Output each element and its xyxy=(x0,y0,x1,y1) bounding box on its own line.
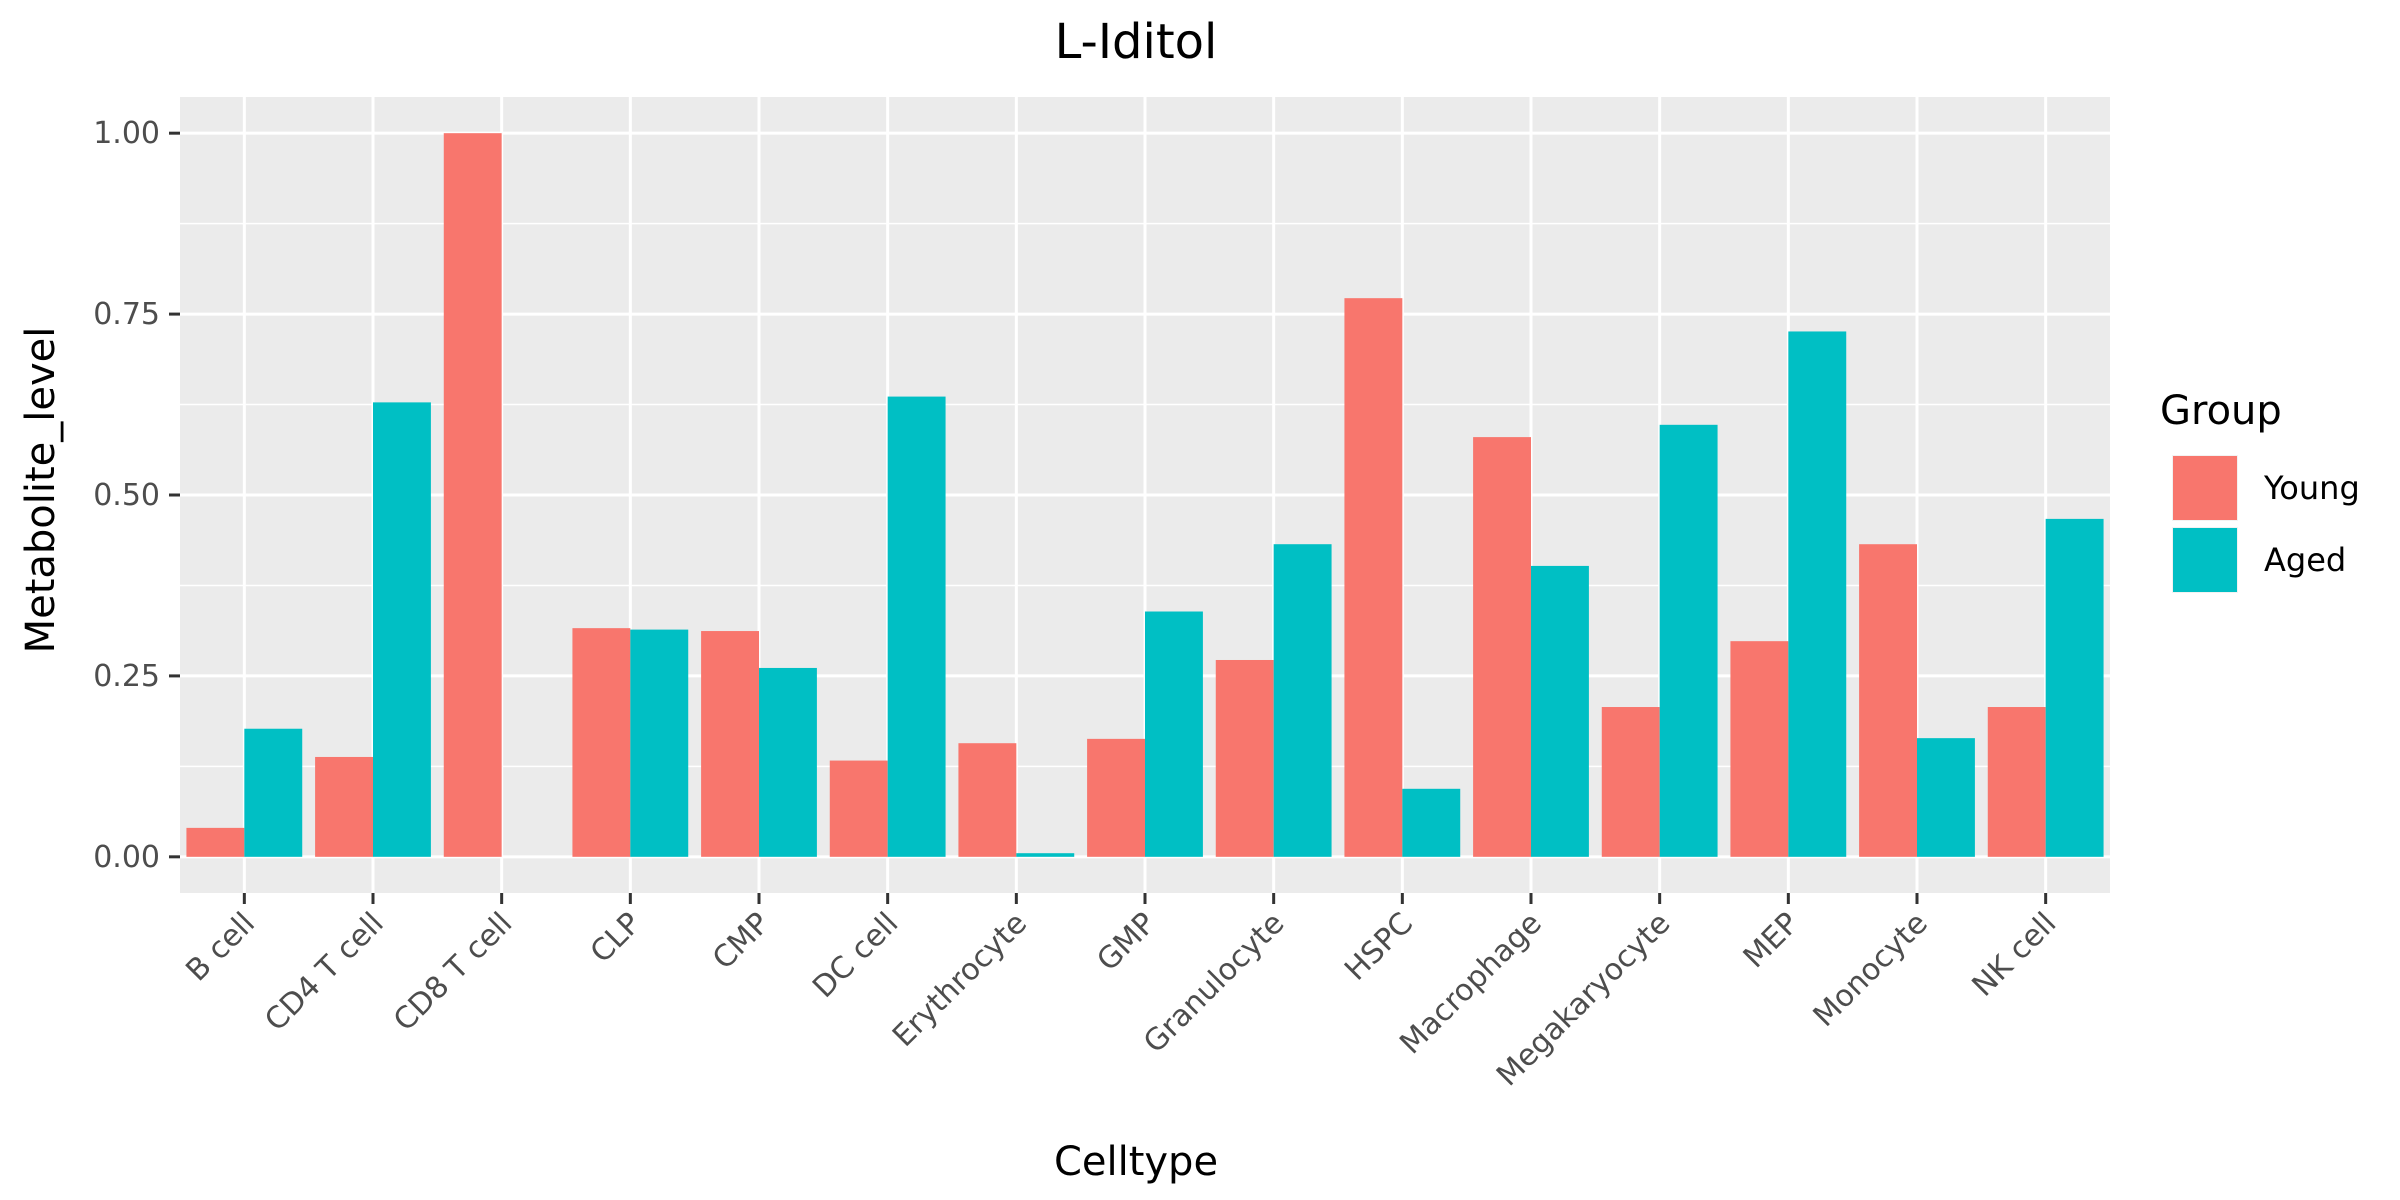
bar-aged-15 xyxy=(2045,518,2104,857)
x-tick-label: NK cell xyxy=(1966,906,2064,1004)
x-tick-label: CD8 T cell xyxy=(387,906,519,1038)
bar-aged-10 xyxy=(1402,788,1461,857)
bar-young-15 xyxy=(1987,707,2046,857)
bar-young-11 xyxy=(1473,437,1531,857)
bar-aged-11 xyxy=(1531,565,1589,857)
bar-aged-9 xyxy=(1273,544,1332,857)
x-tick-label: GMP xyxy=(1090,906,1162,978)
x-tick-label: CMP xyxy=(706,906,777,977)
x-tick-label: CLP xyxy=(584,906,648,970)
legend: Group Young Aged xyxy=(2160,388,2360,593)
y-axis-title: Metabolite_level xyxy=(18,327,64,654)
bar-young-10 xyxy=(1344,298,1403,857)
bar-young-1 xyxy=(186,827,245,857)
y-tick-label: 1.00 xyxy=(93,116,160,151)
bar-aged-5 xyxy=(759,667,817,857)
bar-aged-4 xyxy=(630,629,689,857)
bar-young-9 xyxy=(1215,659,1274,857)
bar-aged-1 xyxy=(244,728,303,857)
bar-aged-12 xyxy=(1659,424,1718,857)
bar-aged-6 xyxy=(887,396,946,857)
x-tick-label: DC cell xyxy=(806,906,905,1005)
legend-swatch-young xyxy=(2173,456,2237,520)
bar-young-13 xyxy=(1730,641,1789,857)
bar-aged-8 xyxy=(1145,611,1203,857)
x-tick-label: CD4 T cell xyxy=(258,906,390,1038)
legend-label-young: Young xyxy=(2263,469,2360,507)
x-axis-title: Celltype xyxy=(1054,1139,1218,1185)
bar-young-3 xyxy=(443,133,502,857)
bar-young-2 xyxy=(315,756,373,857)
x-tick-label: HSPC xyxy=(1338,906,1420,988)
x-tick-label: B cell xyxy=(179,906,262,989)
bar-young-14 xyxy=(1859,544,1917,857)
legend-label-aged: Aged xyxy=(2264,541,2346,579)
bar-aged-14 xyxy=(1917,738,1975,857)
y-tick-label: 0.25 xyxy=(93,659,160,694)
x-tick-label: Monocyte xyxy=(1807,906,1935,1034)
x-tick-label: MEP xyxy=(1737,906,1806,975)
bar-young-6 xyxy=(829,760,888,857)
chart-title: L-Iditol xyxy=(1055,14,1218,70)
bar-young-12 xyxy=(1601,707,1660,857)
legend-title: Group xyxy=(2160,388,2282,434)
y-axis: 0.00 0.25 0.50 0.75 1.00 xyxy=(93,116,180,875)
y-tick-label: 0.00 xyxy=(93,840,160,875)
y-tick-label: 0.50 xyxy=(93,478,160,513)
bars xyxy=(186,133,2104,857)
bar-young-4 xyxy=(572,628,631,857)
bar-aged-13 xyxy=(1788,331,1847,857)
bar-young-8 xyxy=(1087,738,1145,857)
bar-aged-7 xyxy=(1016,853,1075,857)
y-tick-label: 0.75 xyxy=(93,297,160,332)
legend-swatch-aged xyxy=(2173,528,2237,592)
bar-young-5 xyxy=(701,631,759,857)
bar-young-7 xyxy=(958,743,1017,857)
x-tick-label: Erythrocyte xyxy=(886,906,1034,1054)
bar-aged-2 xyxy=(373,402,431,857)
